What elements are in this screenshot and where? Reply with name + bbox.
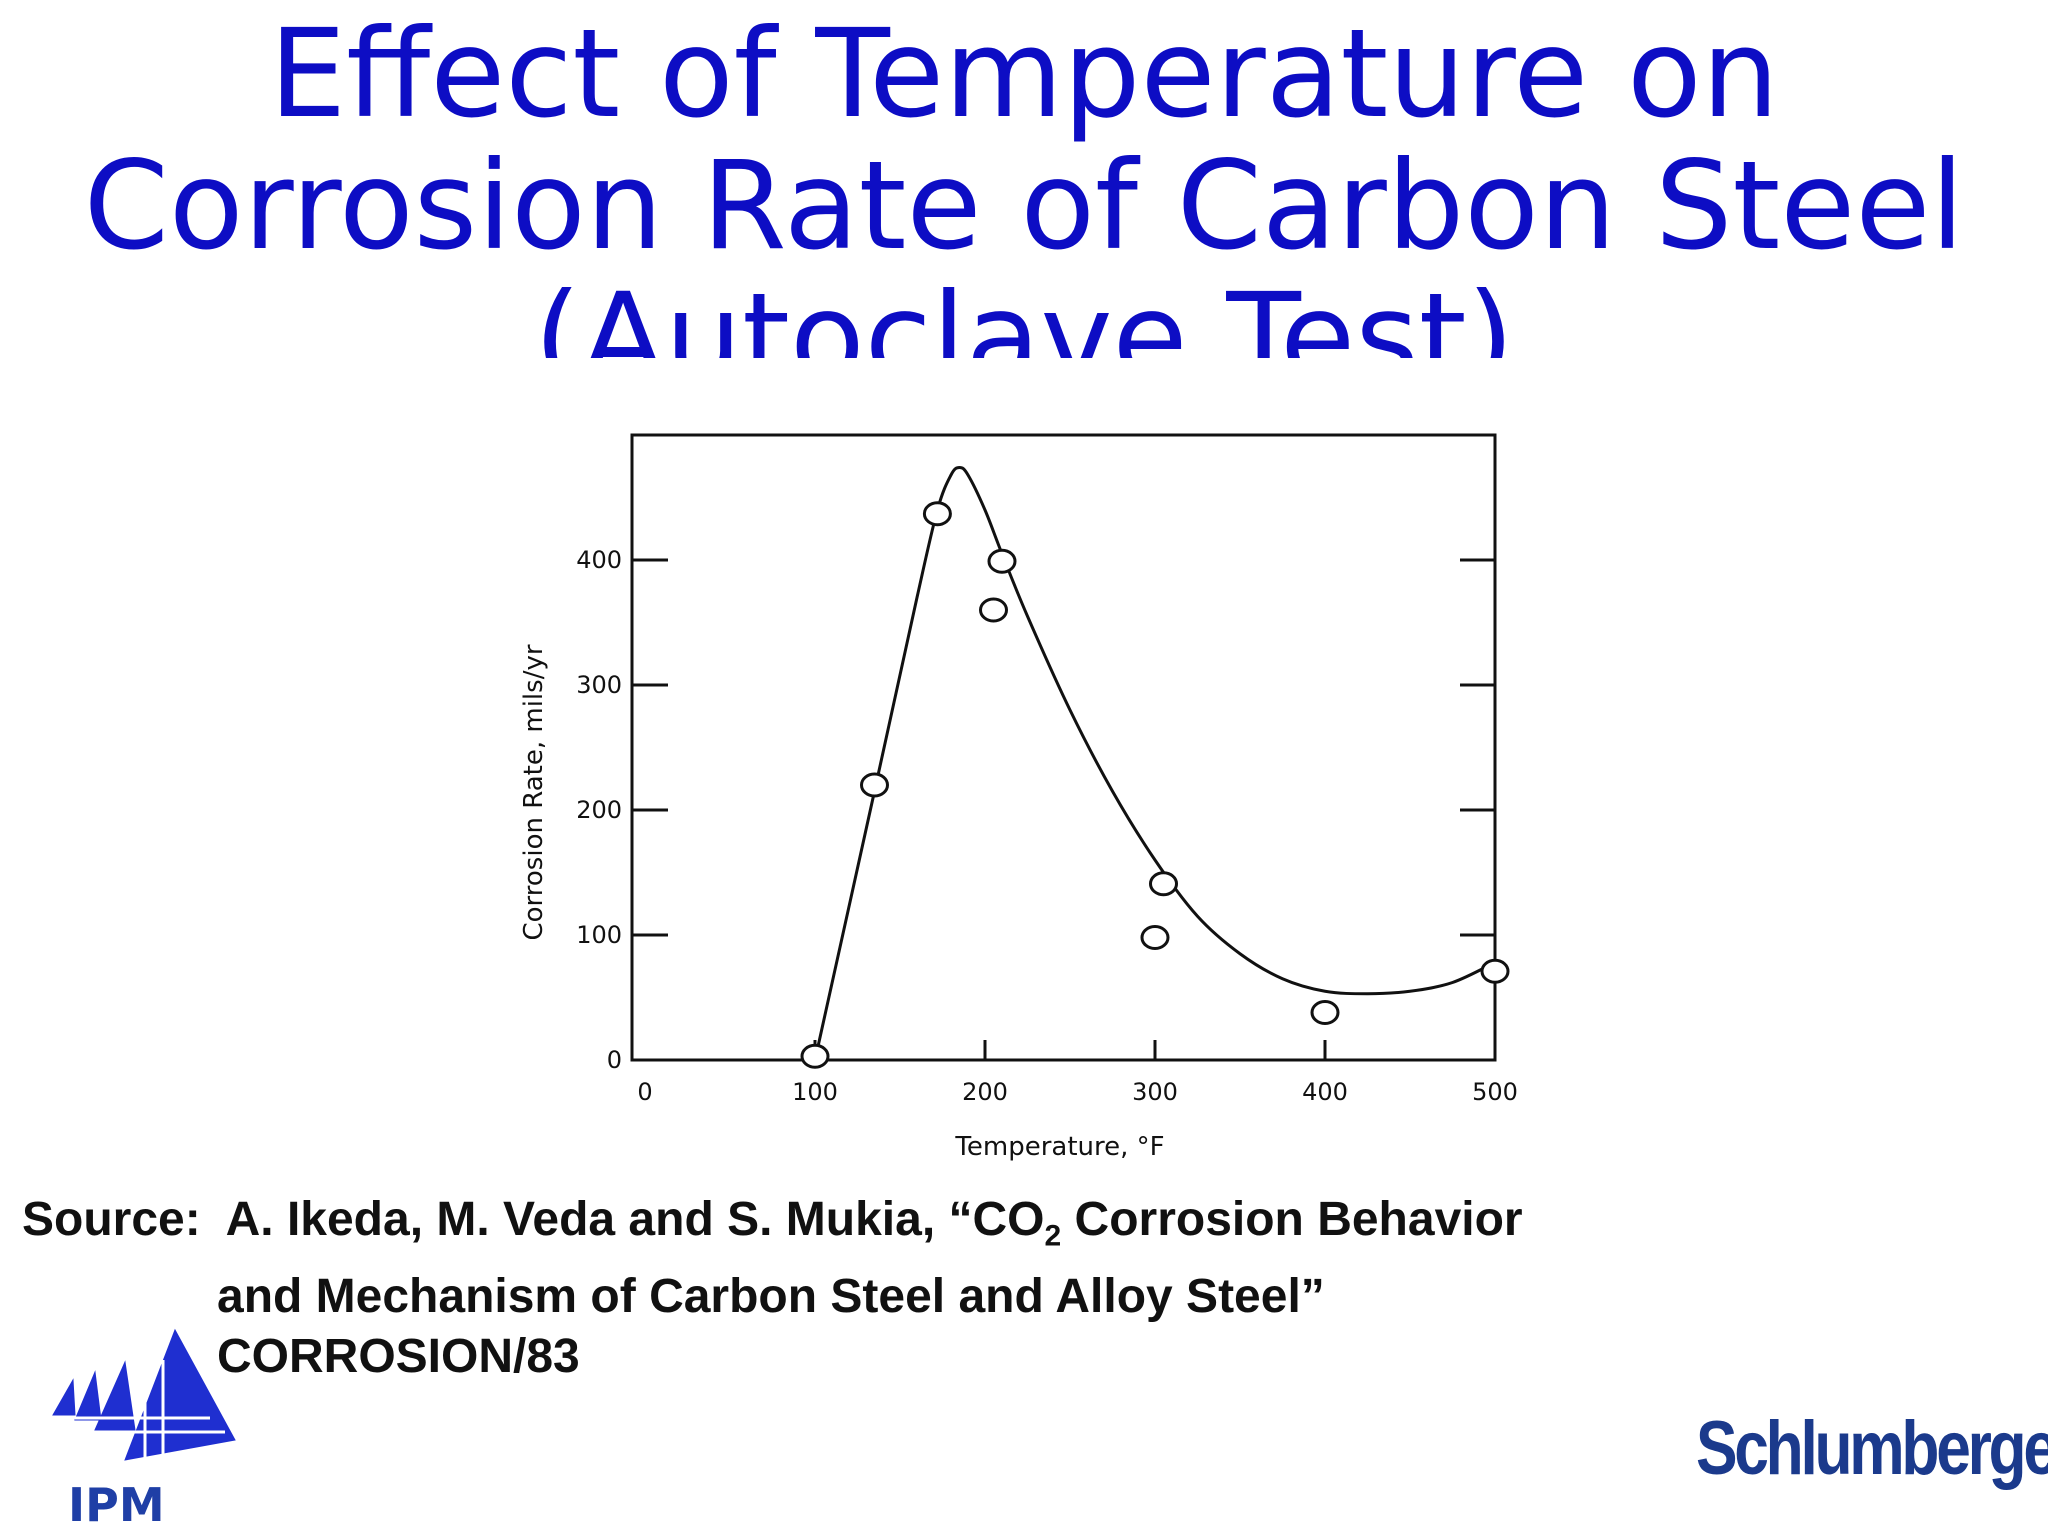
- plot-frame: [630, 433, 1497, 1062]
- data-point: [922, 501, 952, 527]
- source-line-3: CORROSION/83: [217, 1329, 580, 1383]
- x-tick-label: 500: [1472, 1078, 1518, 1106]
- x-tick-label: 100: [792, 1078, 838, 1106]
- x-tick-label: 0: [637, 1078, 652, 1106]
- data-point: [979, 597, 1008, 623]
- ipm-logo-text: IPM: [68, 1478, 165, 1532]
- schlumberger-logo: Schlumberger: [1696, 1406, 2048, 1491]
- ipm-sails-logo-icon: [52, 1328, 236, 1461]
- title-line-1: Effect of Temperature on: [269, 8, 1779, 145]
- source-line-1-pre: A. Ikeda, M. Veda and S. Mukia, “CO: [225, 1193, 1045, 1246]
- corrosion-rate-chart: 0 100 200 300 400 500 0 100 200 300 400 Temperature…: [519, 433, 1518, 1162]
- data-point: [987, 548, 1017, 574]
- data-point: [1140, 925, 1170, 950]
- x-tick-label: 400: [1302, 1078, 1348, 1106]
- source-subscript: 2: [1044, 1219, 1062, 1253]
- slide-title: Effect of Temperature on Corrosion Rate …: [0, 8, 2048, 358]
- source-line-1-post: Corrosion Behavior: [1061, 1193, 1523, 1246]
- fit-curve: [813, 465, 1496, 1061]
- data-point: [1149, 871, 1178, 897]
- x-axis-label: Temperature, °F: [954, 1132, 1164, 1162]
- y-tick-label: 400: [576, 546, 622, 574]
- data-point: [1480, 958, 1510, 984]
- data-point: [1310, 1000, 1340, 1025]
- source-citation: Source: A. Ikeda, M. Veda and S. Mukia, …: [22, 1190, 1722, 1387]
- title-line-2: Corrosion Rate of Carbon Steel: [83, 135, 1965, 277]
- data-point: [800, 1043, 830, 1069]
- x-tick-label: 200: [962, 1078, 1008, 1106]
- title-line-3: (Autoclave Test): [533, 267, 1515, 358]
- source-label: Source:: [22, 1193, 201, 1246]
- data-point: [860, 772, 889, 798]
- x-tick-label: 300: [1132, 1078, 1178, 1106]
- y-axis-label: Corrosion Rate, mils/yr: [519, 644, 549, 940]
- y-tick-label: 100: [576, 921, 622, 949]
- y-tick-label: 0: [607, 1046, 622, 1074]
- source-line-2: and Mechanism of Carbon Steel and Alloy …: [217, 1269, 1325, 1323]
- y-tick-label: 200: [576, 796, 622, 824]
- y-tick-label: 300: [576, 671, 622, 699]
